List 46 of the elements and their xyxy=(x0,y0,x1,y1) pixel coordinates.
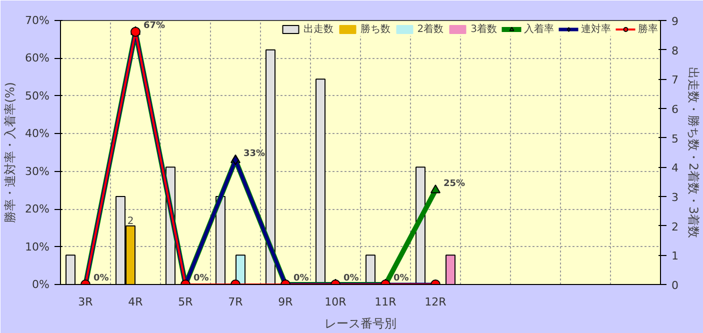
legend-label: 3着数 xyxy=(470,22,497,36)
y2-tick-label: 6 xyxy=(672,103,678,116)
x-axis-title: レース番号別 xyxy=(324,316,396,330)
y2-tick-label: 4 xyxy=(672,162,678,175)
y-tick-label: 60% xyxy=(25,52,50,65)
legend-label: 入着率 xyxy=(524,22,554,36)
y2-tick-label: 8 xyxy=(672,44,678,58)
legend-label: 出走数 xyxy=(303,22,334,36)
legend-label: 勝ち数 xyxy=(360,22,390,36)
y-tick-label: 30% xyxy=(25,164,50,178)
data-label: 33% xyxy=(244,149,266,160)
data-label: 0% xyxy=(194,274,209,284)
y-tick-label: 0% xyxy=(32,278,50,291)
y-tick-label: 10% xyxy=(25,240,50,254)
legend-label: 連対率 xyxy=(581,22,611,36)
data-label: 0% xyxy=(394,274,409,284)
data-label: 0% xyxy=(344,274,359,284)
data-label: 2 xyxy=(127,216,134,227)
y2-tick-label: 7 xyxy=(672,74,678,87)
y-tick-label: 50% xyxy=(25,89,50,102)
legend-label: 2着数 xyxy=(417,22,444,36)
x-tick-label: 11R xyxy=(374,296,397,308)
y2-tick-label: 5 xyxy=(672,132,678,146)
y-tick-label: 20% xyxy=(25,202,50,216)
point xyxy=(430,184,440,194)
x-tick-label: 7R xyxy=(228,296,244,308)
x-tick-label: 4R xyxy=(128,296,144,308)
y2-tick-label: 0 xyxy=(672,279,678,292)
y2-axis-title: 出走数・勝ち数・2着数・3着数 xyxy=(686,66,700,238)
data-label: 67% xyxy=(144,20,166,31)
data-label: 25% xyxy=(444,179,466,190)
y2-tick-label: 9 xyxy=(672,15,678,28)
data-label: 0% xyxy=(94,274,109,284)
x-tick-label: 5R xyxy=(178,296,194,308)
data-label: 0% xyxy=(294,274,309,284)
legend-label: 勝率 xyxy=(638,22,658,36)
y-tick-label: 70% xyxy=(25,14,50,27)
y-axis-title: 勝率・連対率・入着率(%) xyxy=(3,82,18,223)
y2-tick-label: 1 xyxy=(672,250,678,263)
y2-tick-label: 3 xyxy=(672,191,678,204)
x-tick-label: 12R xyxy=(424,296,447,308)
y-tick-label: 40% xyxy=(25,127,50,140)
x-tick-label: 9R xyxy=(278,296,294,308)
y2-tick-label: 2 xyxy=(672,220,678,234)
x-tick-label: 10R xyxy=(324,296,347,308)
x-tick-label: 3R xyxy=(78,296,94,308)
